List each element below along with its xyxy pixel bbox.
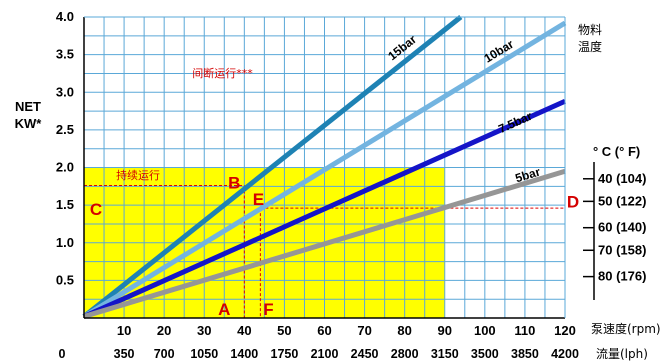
series-line-5bar <box>83 168 566 319</box>
point-label-c: C <box>90 200 102 219</box>
flow-tick-label: 0 <box>59 347 66 361</box>
y-axis-label: KW* <box>15 116 43 131</box>
flow-tick-label: 3150 <box>431 347 459 361</box>
series-label: 15bar <box>385 32 419 63</box>
flow-tick-label: 1750 <box>271 347 299 361</box>
flow-tick-label: 2100 <box>311 347 339 361</box>
series-line-10bar <box>82 20 567 319</box>
flow-axis-label: 流量(lph) <box>596 347 648 361</box>
x-tick-label: 110 <box>514 323 535 338</box>
x-tick-label: 120 <box>554 323 576 338</box>
point-label-b: B <box>228 174 240 193</box>
x-tick-label: 50 <box>277 323 291 338</box>
flow-tick-label: 2800 <box>391 347 419 361</box>
x-axis-label: 泵速度(rpm) <box>591 321 661 336</box>
region-label: 间断运行*** <box>192 66 253 80</box>
x-tick-label: 90 <box>438 323 452 338</box>
x-tick-label: 30 <box>197 323 211 338</box>
flow-tick-label: 3850 <box>511 347 539 361</box>
flow-tick-label: 2450 <box>351 347 379 361</box>
y-tick-label: 2.5 <box>56 122 74 137</box>
point-label-f: F <box>263 300 273 319</box>
temperature-title: 物料 <box>578 23 602 37</box>
series-line-7-5bar <box>82 98 567 319</box>
temperature-label: 70 (158) <box>598 242 646 257</box>
region-label: 持续运行 <box>116 168 160 182</box>
flow-tick-label: 700 <box>154 347 175 361</box>
y-axis-label: NET <box>15 99 41 114</box>
temperature-title: 温度 <box>578 39 602 54</box>
x-tick-label: 60 <box>317 323 331 338</box>
x-tick-label: 100 <box>474 323 496 338</box>
y-tick-label: 2.0 <box>56 160 74 175</box>
x-tick-label: 80 <box>397 323 411 338</box>
series-label: 7.5bar <box>496 109 534 136</box>
temperature-unit-header: ° C (° F) <box>593 144 640 159</box>
flow-tick-label: 350 <box>114 347 135 361</box>
x-tick-label: 20 <box>157 323 171 338</box>
flow-tick-label: 1400 <box>230 347 258 361</box>
reference-lines <box>84 185 565 318</box>
flow-tick-label: 4200 <box>551 347 579 361</box>
y-tick-label: 0.5 <box>56 272 74 287</box>
point-label-d: D <box>567 192 579 211</box>
temperature-label: 80 (176) <box>598 269 646 284</box>
pressure-lines <box>82 15 567 319</box>
flow-tick-label: 3500 <box>471 347 499 361</box>
y-tick-label: 3.0 <box>56 84 74 99</box>
x-tick-label: 40 <box>237 323 251 338</box>
point-label-e: E <box>253 190 264 209</box>
temperature-label: 40 (104) <box>598 171 646 186</box>
x-tick-label: 70 <box>357 323 371 338</box>
flow-tick-label: 1050 <box>190 347 218 361</box>
y-tick-label: 1.0 <box>56 235 74 250</box>
y-tick-label: 4.0 <box>56 9 74 24</box>
y-tick-label: 1.5 <box>56 197 74 212</box>
x-tick-label: 10 <box>117 323 131 338</box>
point-label-a: A <box>218 300 230 319</box>
temperature-label: 60 (140) <box>598 220 646 235</box>
y-tick-label: 3.5 <box>56 47 74 62</box>
temperature-label: 50 (122) <box>598 193 646 208</box>
plot-frame <box>83 16 566 319</box>
series-line-15bar <box>82 15 463 319</box>
